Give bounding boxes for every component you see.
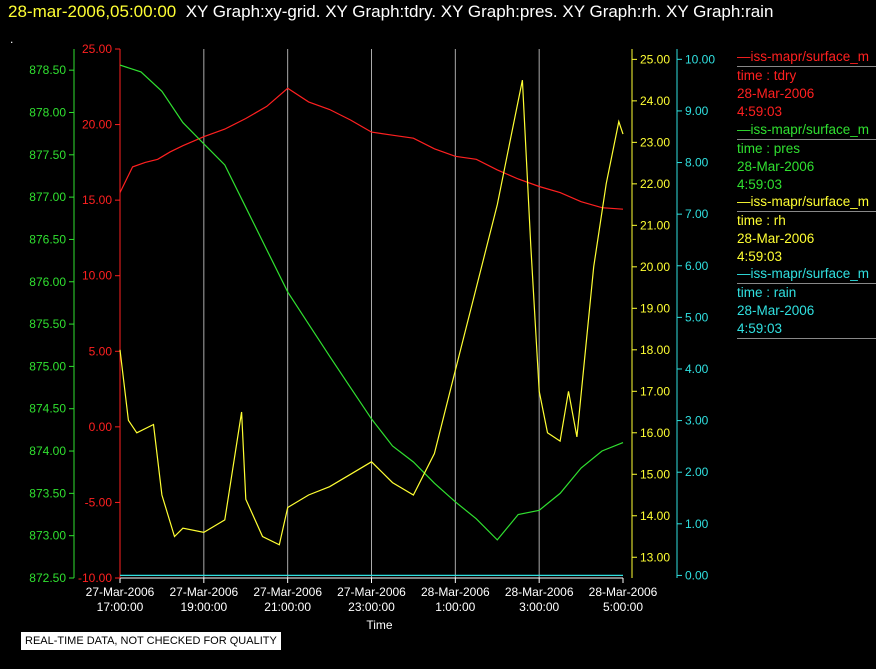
- rain-tick-label: 7.00: [685, 207, 709, 221]
- legend-tdry[interactable]: —iss-mapr/surface_m time : tdry 28-Mar-2…: [737, 48, 876, 121]
- rh-tick-label: 18.00: [640, 343, 670, 357]
- rh-tick-label: 21.00: [640, 218, 670, 232]
- legend-tdry-date: 28-Mar-2006: [737, 86, 815, 101]
- pres-tick-label: 876.50: [29, 232, 66, 246]
- graph-list: XY Graph:xy-grid. XY Graph:tdry. XY Grap…: [185, 2, 774, 21]
- series-tdry: [119, 87, 624, 210]
- pres-tick-label: 872.50: [29, 571, 66, 585]
- rain-tick-label: 0.00: [685, 568, 709, 582]
- pres-tick-label: 876.00: [29, 275, 66, 289]
- rain-tick-label: 4.00: [685, 362, 709, 376]
- series-rh: [119, 79, 624, 546]
- legend-rain[interactable]: —iss-mapr/surface_m time : rain 28-Mar-2…: [737, 265, 876, 339]
- tdry-tick-label: 25.00: [82, 42, 112, 56]
- legend-rain-source: —iss-mapr/surface_m: [737, 265, 876, 284]
- rh-tick-label: 24.00: [640, 94, 670, 108]
- legend-tdry-source: —iss-mapr/surface_m: [737, 48, 876, 67]
- legend-rh-field: time : rh: [737, 213, 786, 228]
- x-tick-label-date: 28-Mar-2006: [505, 585, 574, 599]
- rain-tick-label: 5.00: [685, 310, 709, 324]
- x-tick-label-time: 23:00:00: [348, 600, 395, 614]
- legend-pres-time: 4:59:03: [737, 177, 783, 192]
- rh-tick-label: 19.00: [640, 301, 670, 315]
- rain-tick-label: 9.00: [685, 104, 709, 118]
- timestamp: 28-mar-2006,05:00:00: [8, 2, 177, 21]
- rh-tick-label: 13.00: [640, 550, 670, 564]
- rain-tick-label: 10.00: [685, 52, 715, 66]
- x-tick-label-time: 19:00:00: [180, 600, 227, 614]
- pres-tick-label: 875.00: [29, 359, 66, 373]
- x-tick-label-time: 3:00:00: [519, 600, 559, 614]
- pres-tick-label: 878.50: [29, 63, 66, 77]
- legend-rain-field: time : rain: [737, 285, 797, 300]
- rh-tick-label: 16.00: [640, 426, 670, 440]
- rh-tick-label: 20.00: [640, 260, 670, 274]
- tdry-tick-label: -5.00: [85, 495, 113, 509]
- legend-rh-date: 28-Mar-2006: [737, 231, 815, 246]
- legend-rh-source: —iss-mapr/surface_m: [737, 193, 876, 212]
- legend-pres-date: 28-Mar-2006: [737, 159, 815, 174]
- legend-pres[interactable]: —iss-mapr/surface_m time : pres 28-Mar-2…: [737, 121, 876, 194]
- graph-title-bar: 28-mar-2006,05:00:00 XY Graph:xy-grid. X…: [8, 2, 773, 22]
- rain-tick-label: 8.00: [685, 156, 709, 170]
- x-tick-label-time: 17:00:00: [97, 600, 144, 614]
- x-tick-label-time: 1:00:00: [435, 600, 475, 614]
- pres-tick-label: 873.00: [29, 529, 66, 543]
- legend-tdry-field: time : tdry: [737, 68, 797, 83]
- tdry-tick-label: 10.00: [82, 269, 112, 283]
- quality-disclaimer: REAL-TIME DATA, NOT CHECKED FOR QUALITY: [20, 631, 282, 651]
- legend-rh[interactable]: —iss-mapr/surface_m time : rh 28-Mar-200…: [737, 193, 876, 266]
- pres-tick-label: 878.00: [29, 105, 66, 119]
- rh-tick-label: 25.00: [640, 52, 670, 66]
- rh-tick-label: 22.00: [640, 177, 670, 191]
- rain-tick-label: 6.00: [685, 259, 709, 273]
- legend-rh-time: 4:59:03: [737, 249, 783, 264]
- series-pres: [119, 64, 624, 541]
- x-tick-label-time: 5:00:00: [603, 600, 643, 614]
- tdry-tick-label: 5.00: [89, 344, 113, 358]
- rh-tick-label: 17.00: [640, 384, 670, 398]
- tdry-tick-label: -10.00: [78, 571, 112, 585]
- pres-tick-label: 875.50: [29, 317, 66, 331]
- pres-tick-label: 877.00: [29, 190, 66, 204]
- rh-tick-label: 15.00: [640, 467, 670, 481]
- x-axis-label: Time: [366, 618, 393, 632]
- rain-tick-label: 3.00: [685, 414, 709, 428]
- legend-rain-date: 28-Mar-2006: [737, 303, 815, 318]
- x-tick-label-date: 28-Mar-2006: [589, 585, 658, 599]
- rain-tick-label: 2.00: [685, 465, 709, 479]
- x-tick-label-date: 28-Mar-2006: [421, 585, 490, 599]
- x-tick-label-date: 27-Mar-2006: [253, 585, 322, 599]
- rain-tick-label: 1.00: [685, 517, 709, 531]
- legend-pres-field: time : pres: [737, 141, 801, 156]
- legend-rain-time: 4:59:03: [737, 320, 876, 339]
- x-tick-label-date: 27-Mar-2006: [86, 585, 155, 599]
- legend-tdry-time: 4:59:03: [737, 104, 783, 119]
- rh-tick-label: 14.00: [640, 509, 670, 523]
- x-tick-label-date: 27-Mar-2006: [337, 585, 406, 599]
- pres-tick-label: 877.50: [29, 148, 66, 162]
- rh-tick-label: 23.00: [640, 135, 670, 149]
- x-tick-label-date: 27-Mar-2006: [169, 585, 238, 599]
- tdry-tick-label: 20.00: [82, 118, 112, 132]
- pres-tick-label: 874.00: [29, 444, 66, 458]
- legend-pres-source: —iss-mapr/surface_m: [737, 121, 876, 140]
- marker-dot: .: [10, 32, 14, 46]
- tdry-tick-label: 0.00: [89, 420, 113, 434]
- pres-tick-label: 873.50: [29, 486, 66, 500]
- tdry-tick-label: 15.00: [82, 193, 112, 207]
- pres-tick-label: 874.50: [29, 402, 66, 416]
- x-tick-label-time: 21:00:00: [264, 600, 311, 614]
